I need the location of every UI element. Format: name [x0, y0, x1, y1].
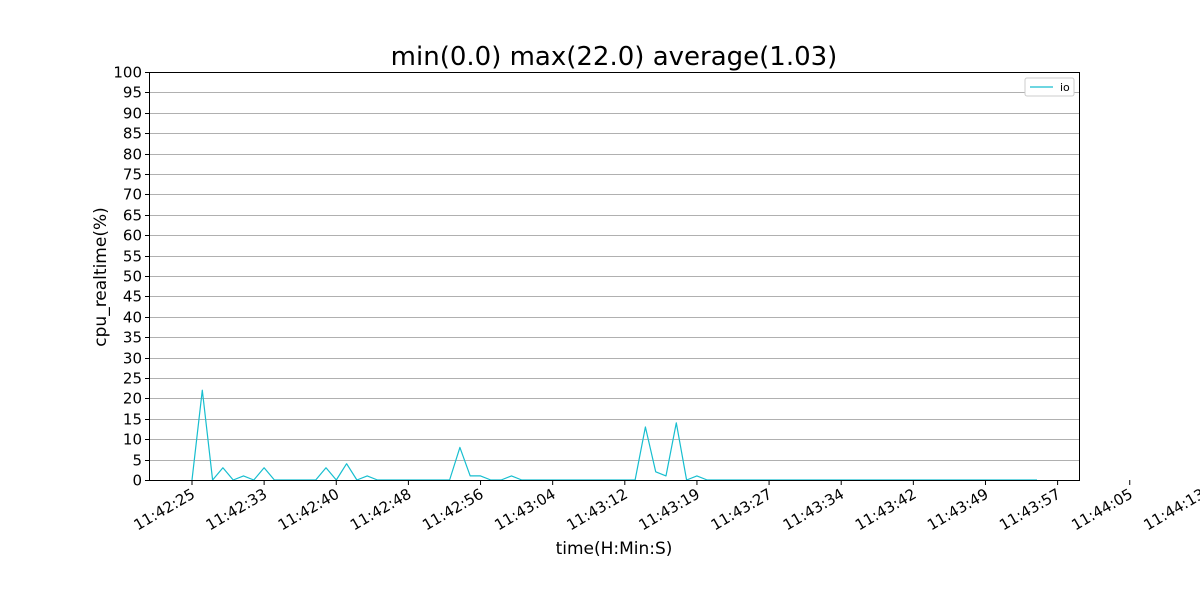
- legend: io: [1024, 77, 1075, 97]
- x-tick-label: 11:43:34: [780, 485, 847, 534]
- y-tick-label: 100: [113, 64, 142, 82]
- x-tick-label: 11:43:42: [852, 485, 919, 534]
- x-tick-label: 11:43:49: [924, 485, 991, 534]
- x-axis: 11:42:25 11:42:33 11:42:40 11:42:48 11:42:56…: [131, 480, 1200, 534]
- y-tick-label: 40: [123, 309, 142, 327]
- x-tick-label: 11:43:04: [491, 485, 558, 534]
- chart-title: min(0.0) max(22.0) average(1.03): [391, 42, 838, 72]
- y-tick-label: 70: [123, 186, 142, 204]
- y-tick-label: 25: [123, 370, 142, 388]
- y-tick-label: 50: [123, 268, 142, 286]
- y-tick-label: 20: [123, 390, 142, 408]
- y-tick-label: 0: [132, 472, 142, 490]
- gridlines: [150, 92, 1080, 461]
- x-tick-label: 11:42:33: [203, 485, 270, 534]
- series-layer: [191, 389, 1037, 481]
- x-tick-label: 11:44:13: [1141, 485, 1200, 534]
- x-tick-label: 11:42:48: [347, 485, 414, 534]
- x-tick-label: 11:42:40: [275, 485, 342, 534]
- y-axis: 0 5 10 15 20 25 30 35 40 45 50 55 60 65 70 75 80 85 90 95 10…: [113, 64, 150, 490]
- y-tick-label: 85: [123, 125, 142, 143]
- y-tick-label: 10: [123, 431, 142, 449]
- x-tick-label: 11:42:25: [131, 485, 198, 534]
- legend-label-io: io: [1060, 81, 1070, 94]
- y-tick-label: 65: [123, 207, 142, 225]
- series-line-io: [191, 389, 1037, 481]
- y-tick-label: 55: [123, 248, 142, 266]
- x-tick-label: 11:42:56: [419, 485, 486, 534]
- x-axis-label: time(H:Min:S): [556, 539, 673, 559]
- x-tick-label: 11:43:12: [563, 485, 630, 534]
- y-tick-label: 60: [123, 227, 142, 245]
- y-axis-label: cpu_realtime(%): [91, 207, 111, 346]
- y-tick-label: 15: [123, 411, 142, 429]
- y-tick-label: 30: [123, 350, 142, 368]
- y-tick-label: 80: [123, 146, 142, 164]
- y-tick-label: 45: [123, 288, 142, 306]
- y-tick-label: 95: [123, 84, 142, 102]
- y-tick-label: 75: [123, 166, 142, 184]
- y-tick-label: 5: [132, 452, 142, 470]
- x-tick-label: 11:44:05: [1068, 485, 1135, 534]
- y-tick-label: 35: [123, 329, 142, 347]
- y-tick-label: 90: [123, 105, 142, 123]
- x-tick-label: 11:43:19: [636, 485, 703, 534]
- x-tick-label: 11:43:27: [708, 485, 775, 534]
- x-tick-label: 11:43:57: [996, 485, 1063, 534]
